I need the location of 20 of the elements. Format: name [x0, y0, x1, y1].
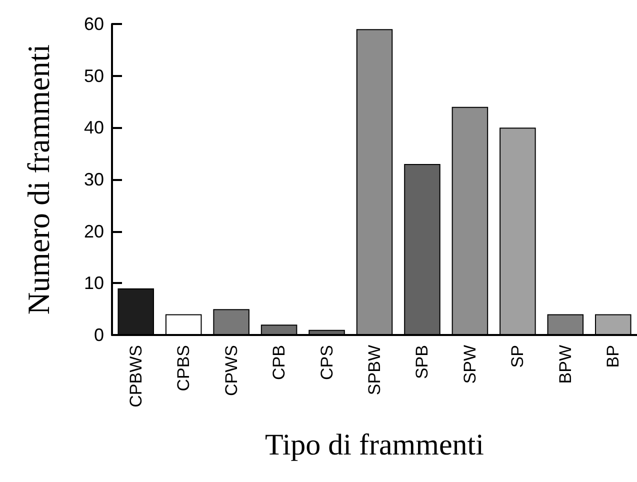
x-tick-label: SP — [508, 345, 528, 368]
y-tick-label: 0 — [94, 325, 104, 345]
x-tick-label: CPB — [270, 345, 289, 380]
y-tick-label: 40 — [84, 118, 104, 138]
x-tick-label: CPBS — [174, 345, 194, 392]
y-tick-label: 20 — [84, 221, 104, 242]
x-tick-label: CPWS — [222, 345, 241, 396]
x-tick-label: SPB — [412, 345, 432, 380]
x-axis-title: Tipo di frammenti — [265, 428, 484, 462]
x-tick-label: BP — [604, 345, 623, 368]
y-tick-label: 50 — [84, 66, 104, 86]
x-tick-label: BPW — [556, 345, 575, 384]
y-tick-label: 30 — [84, 170, 104, 190]
x-tick-label: CPBWS — [126, 345, 146, 408]
y-axis-title: Numero di frammenti — [21, 44, 56, 315]
y-tick-label: 60 — [84, 14, 104, 34]
x-tick-label: SPBW — [365, 345, 384, 396]
y-tick-label: 10 — [84, 273, 104, 294]
x-tick-label: SPW — [460, 345, 480, 384]
x-tick-label: CPS — [317, 345, 336, 380]
